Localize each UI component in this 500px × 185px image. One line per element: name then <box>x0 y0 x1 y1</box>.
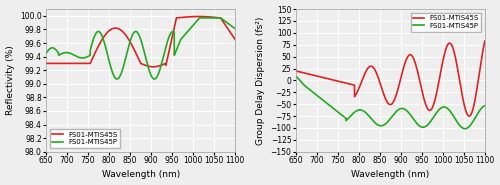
FS01-MTiS45P <box>478 107 484 110</box>
FS01-MTiS45P <box>208 17 214 19</box>
FS01-MTiS45P <box>114 78 120 80</box>
FS01-MTiS45S <box>124 36 130 38</box>
FS01-MTiS45S <box>314 75 320 77</box>
FS01-MTiS45S <box>208 16 214 18</box>
FS01-MTiS45P <box>482 105 488 107</box>
FS01-MTiS45P <box>374 123 380 125</box>
FS01-MTiS45S <box>365 67 371 69</box>
FS01-MTiS45P <box>76 56 82 58</box>
X-axis label: Wavelength (nm): Wavelength (nm) <box>102 170 180 179</box>
FS01-MTiS45P <box>43 52 49 54</box>
FS01-MTiS45S <box>458 86 464 88</box>
Line: FS01-MTiS45P: FS01-MTiS45P <box>46 18 236 79</box>
FS01-MTiS45P <box>228 25 234 27</box>
Y-axis label: Group Delay Dispersion (fs²): Group Delay Dispersion (fs²) <box>256 16 265 144</box>
FS01-MTiS45S <box>482 40 488 42</box>
FS01-MTiS45S <box>292 70 298 72</box>
FS01-MTiS45P <box>292 75 298 77</box>
FS01-MTiS45S <box>228 33 234 35</box>
FS01-MTiS45P <box>314 95 320 97</box>
FS01-MTiS45S <box>196 15 202 18</box>
FS01-MTiS45S <box>466 115 472 117</box>
FS01-MTiS45P <box>124 52 130 54</box>
Line: FS01-MTiS45P: FS01-MTiS45P <box>296 76 485 129</box>
Line: FS01-MTiS45S: FS01-MTiS45S <box>46 16 236 67</box>
Legend: FS01-MTiS45S, FS01-MTiS45P: FS01-MTiS45S, FS01-MTiS45P <box>410 13 482 32</box>
FS01-MTiS45P <box>116 77 121 79</box>
FS01-MTiS45S <box>326 78 332 80</box>
Legend: FS01-MTiS45S, FS01-MTiS45P: FS01-MTiS45S, FS01-MTiS45P <box>50 129 120 148</box>
FS01-MTiS45S <box>43 62 49 65</box>
FS01-MTiS45P <box>458 125 464 128</box>
FS01-MTiS45P <box>365 114 371 116</box>
FS01-MTiS45S <box>116 28 121 30</box>
FS01-MTiS45S <box>76 62 82 65</box>
FS01-MTiS45P <box>64 51 70 54</box>
FS01-MTiS45P <box>232 28 238 30</box>
FS01-MTiS45S <box>150 66 156 68</box>
Line: FS01-MTiS45S: FS01-MTiS45S <box>296 41 485 116</box>
FS01-MTiS45S <box>232 38 238 41</box>
FS01-MTiS45S <box>374 72 380 74</box>
FS01-MTiS45P <box>462 128 468 130</box>
FS01-MTiS45P <box>196 17 202 19</box>
FS01-MTiS45P <box>326 103 332 106</box>
FS01-MTiS45S <box>64 62 70 65</box>
FS01-MTiS45S <box>478 60 484 62</box>
Y-axis label: Reflectivity (%): Reflectivity (%) <box>6 46 15 115</box>
X-axis label: Wavelength (nm): Wavelength (nm) <box>351 170 430 179</box>
